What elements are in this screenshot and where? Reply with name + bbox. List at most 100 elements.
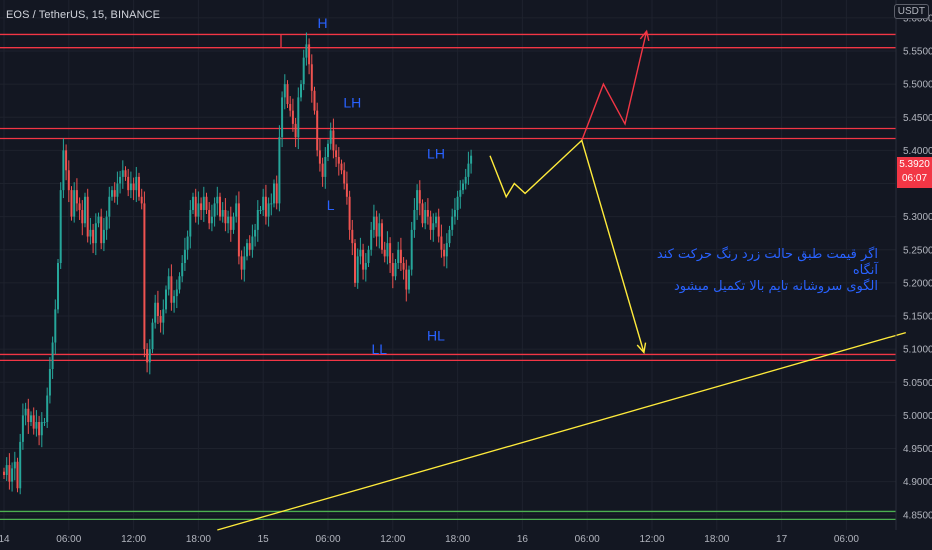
candle-body: [221, 210, 224, 217]
candle-body: [189, 210, 192, 237]
candle-body: [21, 415, 24, 442]
note-line-2: الگوی سروشانه تایم بالا تکمیل میشود: [673, 279, 878, 294]
candle-body: [302, 57, 305, 85]
time-tick-label: 12:00: [380, 534, 405, 545]
price-axis[interactable]: 5.60005.55005.50005.45005.40005.35005.30…: [903, 13, 932, 521]
price-tick-label: 4.9000: [903, 477, 932, 488]
time-tick-label: 16: [517, 534, 529, 545]
price-tick-label: 5.0500: [903, 378, 932, 389]
candle-body: [140, 196, 143, 204]
candle-body: [318, 150, 321, 164]
candle-body: [57, 263, 59, 310]
last-price: 5.3920: [899, 159, 930, 170]
candle-body: [111, 190, 113, 197]
currency-unit-button[interactable]: USDT: [893, 4, 929, 19]
candle-body: [129, 183, 132, 191]
time-tick-label: 14: [0, 534, 10, 545]
time-tick-label: 12:00: [121, 534, 146, 545]
price-tick-label: 5.3000: [903, 212, 932, 223]
candle-body: [437, 216, 440, 237]
candle-body: [327, 143, 329, 158]
candle-body: [381, 223, 383, 250]
candle-body: [46, 395, 49, 423]
candle-body: [359, 249, 362, 257]
candle-body: [43, 422, 46, 424]
candle-body: [138, 176, 140, 197]
candle-body: [453, 210, 456, 217]
candle-body: [151, 322, 154, 350]
candle-body: [391, 263, 394, 277]
candle-body: [324, 157, 327, 177]
candle-body: [259, 210, 262, 212]
candle-body: [127, 176, 130, 191]
candle-body: [8, 465, 11, 482]
candle-body: [264, 196, 267, 217]
candle-body: [370, 229, 373, 250]
time-tick-label: 06:00: [315, 534, 340, 545]
candle-body: [235, 203, 238, 217]
time-tick-label: 18:00: [445, 534, 470, 545]
price-tick-label: 5.5500: [903, 47, 932, 58]
candle-body: [405, 269, 408, 290]
price-tick-label: 5.0000: [903, 411, 932, 422]
candle-body: [16, 461, 19, 489]
candle-body: [456, 196, 459, 211]
candle-body: [146, 349, 149, 363]
candle-body: [165, 289, 167, 310]
candle-body: [375, 216, 378, 237]
candle-body: [467, 163, 470, 177]
candle-body: [410, 229, 413, 270]
candle-body: [54, 309, 57, 343]
candle-body: [364, 263, 367, 270]
candle-body: [399, 249, 402, 264]
candle-body: [470, 155, 473, 164]
candle-body: [162, 309, 165, 323]
time-tick-label: 06:00: [56, 534, 81, 545]
candle-body: [5, 465, 8, 476]
candle-body: [67, 170, 70, 191]
candle-body: [413, 210, 416, 230]
wave-label: H: [318, 15, 328, 31]
candle-body: [78, 203, 81, 211]
time-tick-label: 06:00: [834, 534, 859, 545]
candle-body: [416, 190, 419, 211]
candle-body: [70, 190, 73, 217]
candle-body: [243, 256, 246, 270]
price-tick-label: 5.1500: [903, 312, 932, 323]
candle-body: [394, 263, 397, 277]
candle-body: [48, 369, 51, 396]
candle-body: [81, 210, 84, 224]
candle-body: [173, 296, 176, 303]
candle-body: [38, 422, 41, 436]
candle-body: [424, 210, 427, 224]
candle-body: [389, 243, 392, 264]
candle-body: [132, 183, 135, 191]
candle-body: [202, 196, 205, 211]
last-price-tag: 5.3920 06:07: [897, 157, 932, 188]
price-tick-label: 5.4000: [903, 146, 932, 157]
candle-body: [262, 196, 265, 211]
candle-body: [267, 203, 270, 217]
candle-body: [181, 263, 184, 277]
candle-body: [251, 236, 254, 250]
candle-body: [356, 256, 359, 283]
price-tick-label: 5.1000: [903, 345, 932, 356]
candle-body: [205, 196, 208, 211]
price-tick-label: 5.5000: [903, 80, 932, 91]
candle-body: [121, 170, 124, 177]
candle-body: [345, 183, 348, 197]
candle-body: [159, 316, 162, 323]
candle-body: [73, 190, 76, 217]
candle-body: [408, 269, 410, 290]
candle-body: [124, 170, 127, 177]
candle-body: [167, 276, 170, 290]
red-arrow-head-icon: [639, 29, 650, 42]
wave-label: LH: [343, 94, 361, 110]
candle-body: [337, 157, 340, 164]
candle-body: [75, 190, 78, 204]
candle-body: [313, 90, 316, 111]
candle-body: [421, 203, 424, 224]
time-axis[interactable]: 14 06:00 12:00 18:00 15 06:00 12:00 18:00 16 06:0…: [0, 534, 859, 545]
note-line-1: اگر قیمت طبق حالت زرد رنگ حرکت کند آنگاه: [656, 247, 878, 278]
